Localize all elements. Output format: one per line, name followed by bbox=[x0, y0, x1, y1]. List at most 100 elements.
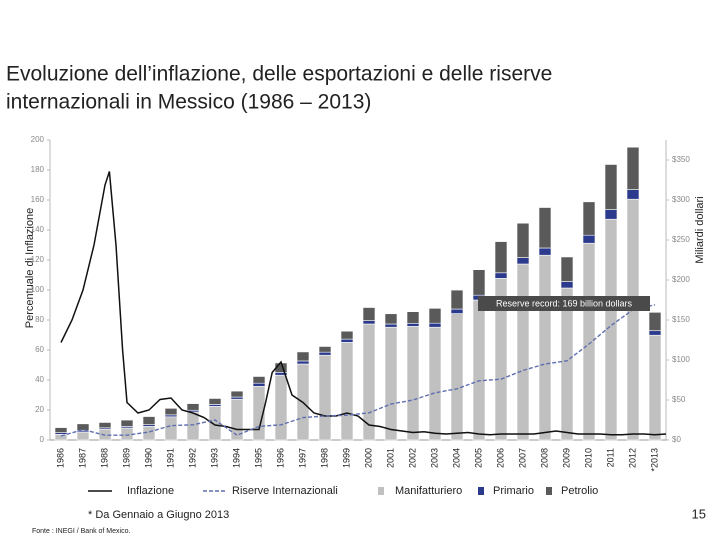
y-tick-label: 180 bbox=[31, 165, 45, 174]
bar-segment bbox=[186, 403, 200, 411]
bar-segment bbox=[340, 342, 354, 441]
y-tick-label: 160 bbox=[31, 195, 45, 204]
y2-tick-label: $0 bbox=[672, 435, 681, 444]
bar-segment bbox=[626, 146, 640, 190]
bar-segment bbox=[318, 346, 332, 353]
bar-segment bbox=[538, 247, 552, 256]
bar-segment bbox=[384, 326, 398, 441]
x-tick-label: 1991 bbox=[165, 448, 175, 468]
bar-segment bbox=[120, 419, 134, 427]
x-tick-label: 1986 bbox=[55, 448, 65, 468]
x-tick-label: 1997 bbox=[297, 448, 307, 468]
x-tick-label: 2009 bbox=[561, 448, 571, 468]
bar-segment bbox=[208, 398, 222, 405]
bar-segment bbox=[560, 281, 574, 289]
x-tick-label: 2004 bbox=[451, 448, 461, 468]
x-tick-label: 2003 bbox=[429, 448, 439, 468]
line-series bbox=[60, 171, 667, 436]
y2-tick-label: $250 bbox=[672, 235, 690, 244]
bar-segment bbox=[648, 330, 662, 336]
x-tick-label: 1989 bbox=[121, 448, 131, 468]
bar-segment bbox=[164, 416, 178, 441]
x-tick-label: 2006 bbox=[495, 448, 505, 468]
y-tick-label: 60 bbox=[35, 345, 44, 354]
bar-segment bbox=[98, 422, 112, 429]
legend-label: Petrolio bbox=[561, 485, 598, 497]
y-axis-title: Percentuale di Inflazione bbox=[24, 208, 36, 328]
x-tick-label: 2011 bbox=[605, 448, 615, 467]
bar-segment bbox=[494, 241, 508, 274]
bar-segment bbox=[450, 308, 464, 314]
bar-segment bbox=[252, 376, 266, 384]
bar-segment bbox=[340, 338, 354, 343]
x-tick-label: 2001 bbox=[385, 448, 395, 468]
bar-segment bbox=[296, 351, 310, 362]
x-tick-label: 2012 bbox=[627, 448, 637, 468]
bar-segment bbox=[340, 330, 354, 340]
legend-label: Primario bbox=[493, 485, 534, 497]
bar-segment bbox=[384, 323, 398, 328]
y2-axis-title: Miliardi dollari bbox=[694, 196, 706, 263]
bar-segment bbox=[582, 242, 596, 441]
legend-label: Manifatturiero bbox=[395, 485, 462, 497]
title-line: internazionali in Messico (1986 – 2013) bbox=[6, 91, 371, 114]
x-tick-label: 1988 bbox=[99, 448, 109, 468]
x-tick-label: 1995 bbox=[253, 448, 263, 468]
bar-segment bbox=[362, 307, 376, 321]
bar-segment bbox=[296, 360, 310, 365]
x-tick-label: 2005 bbox=[473, 448, 483, 468]
y-tick-label: 100 bbox=[31, 285, 45, 294]
bar-segment bbox=[648, 334, 662, 441]
annotation-box bbox=[478, 296, 650, 311]
bar-segment bbox=[582, 201, 596, 236]
x-tick-label: 1987 bbox=[77, 448, 87, 468]
legend-label: Riserve Internazionali bbox=[232, 485, 338, 497]
bar-segment bbox=[648, 312, 662, 332]
annotation: Reserve record: 169 billion dollars bbox=[496, 298, 633, 308]
bar-segment bbox=[230, 396, 244, 400]
x-tick-label: 2002 bbox=[407, 448, 417, 468]
x-tick-label: 2010 bbox=[583, 448, 593, 468]
bar-segment bbox=[450, 289, 464, 310]
y-tick-label: 80 bbox=[35, 315, 44, 324]
bar-segment bbox=[406, 322, 420, 327]
bar-segment bbox=[626, 198, 640, 441]
source: Fonte : INEGI / Bank of Mexico. bbox=[32, 528, 130, 535]
bar-segment bbox=[142, 416, 156, 425]
x-tick-label: 1990 bbox=[143, 448, 153, 468]
x-tick-label: 1998 bbox=[319, 448, 329, 468]
x-tick-label: *2013 bbox=[649, 448, 659, 472]
y2-tick-label: $150 bbox=[672, 315, 690, 324]
bar-segment bbox=[472, 269, 486, 296]
title-line: Evoluzione dell’inflazione, delle esport… bbox=[6, 63, 552, 86]
bar-segment bbox=[164, 408, 178, 416]
y-tick-label: 120 bbox=[31, 255, 45, 264]
y-tick-label: 0 bbox=[40, 435, 45, 444]
bar-segment bbox=[252, 382, 266, 387]
bar-segment bbox=[428, 322, 442, 328]
y2-tick-label: $50 bbox=[672, 395, 686, 404]
bar-segment bbox=[384, 313, 398, 325]
legend-marker bbox=[378, 487, 384, 495]
bar-segment bbox=[318, 354, 332, 441]
bar-segment bbox=[406, 326, 420, 441]
y-tick-label: 20 bbox=[35, 405, 44, 414]
legend-label: Inflazione bbox=[127, 485, 174, 497]
bar-segment bbox=[472, 299, 486, 441]
x-tick-label: 1999 bbox=[341, 448, 351, 468]
bar-segment bbox=[230, 390, 244, 398]
bar-segment bbox=[560, 256, 574, 282]
bar-segment bbox=[626, 189, 640, 200]
legend-marker bbox=[478, 487, 484, 495]
page-number: 15 bbox=[692, 506, 706, 521]
x-tick-label: 1994 bbox=[231, 448, 241, 468]
y2-tick-label: $100 bbox=[672, 355, 690, 364]
x-tick-label: 2007 bbox=[517, 448, 527, 468]
bar-segment bbox=[516, 263, 530, 441]
x-tick-label: 2008 bbox=[539, 448, 549, 468]
bar-segment bbox=[76, 423, 90, 432]
bar-segment bbox=[516, 222, 530, 258]
x-tick-label: 1992 bbox=[187, 448, 197, 468]
bar-segment bbox=[604, 209, 618, 220]
